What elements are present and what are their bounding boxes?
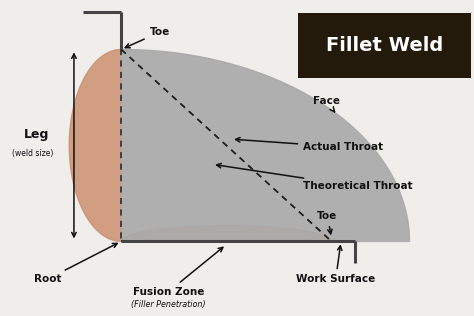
Text: Face: Face: [313, 96, 339, 112]
Polygon shape: [121, 50, 410, 241]
Text: (weld size): (weld size): [12, 149, 54, 158]
Text: Fusion Zone: Fusion Zone: [133, 247, 223, 297]
Text: Leg: Leg: [23, 128, 49, 141]
FancyBboxPatch shape: [299, 13, 471, 78]
Text: Root: Root: [34, 243, 117, 284]
Text: Work Surface: Work Surface: [296, 246, 375, 284]
Polygon shape: [121, 226, 331, 241]
Text: (Filler Penetration): (Filler Penetration): [131, 301, 206, 309]
Text: Toe: Toe: [318, 211, 337, 234]
Text: Theoretical Throat: Theoretical Throat: [217, 163, 413, 191]
Text: Toe: Toe: [125, 27, 170, 48]
Text: Actual Throat: Actual Throat: [236, 137, 383, 152]
Text: Fillet Weld: Fillet Weld: [326, 36, 443, 55]
Polygon shape: [69, 50, 121, 241]
